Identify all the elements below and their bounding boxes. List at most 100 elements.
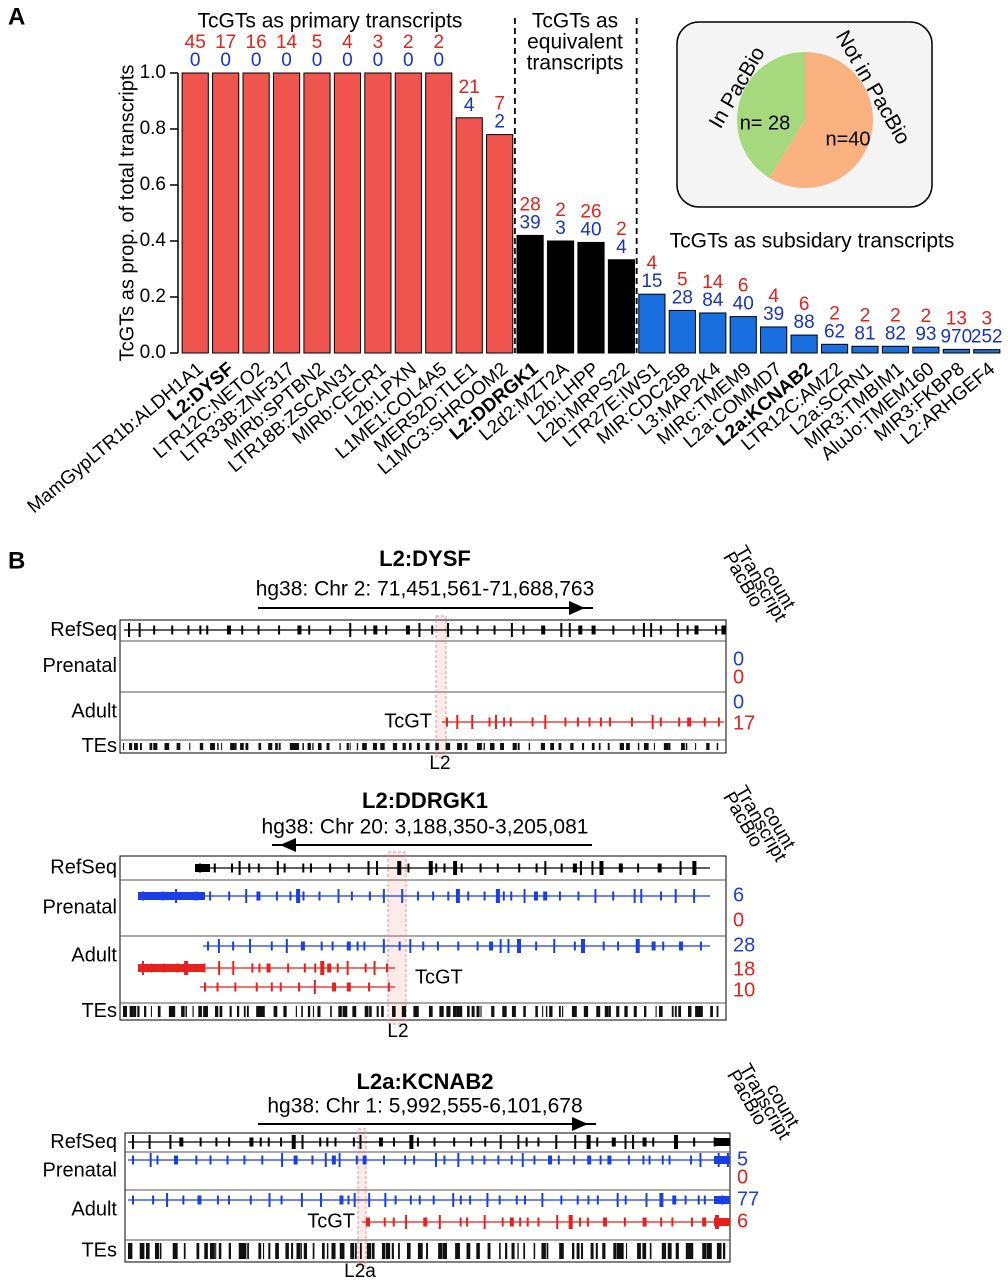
track-label: RefSeq [50, 1131, 117, 1153]
exon [525, 1137, 528, 1147]
te [218, 1243, 222, 1259]
exon [521, 1153, 524, 1167]
te [123, 1006, 128, 1017]
te [235, 743, 237, 750]
te [317, 743, 322, 750]
exon [633, 889, 636, 903]
exon [452, 1193, 455, 1207]
red-count: 2 [616, 219, 627, 240]
exon [699, 1153, 702, 1167]
te [268, 1243, 271, 1259]
te [312, 743, 314, 750]
exon [289, 891, 292, 901]
te [273, 1006, 278, 1017]
exon [692, 861, 697, 875]
te [221, 743, 223, 750]
exon [661, 1155, 664, 1165]
te [294, 743, 300, 750]
exon [541, 625, 546, 635]
te [523, 1006, 526, 1017]
exon [432, 1195, 435, 1205]
te [416, 1006, 419, 1017]
exon [543, 891, 548, 901]
exon [132, 1135, 134, 1149]
tcgt-label: TcGT [307, 1210, 355, 1232]
exon [703, 1195, 706, 1205]
te [591, 743, 595, 750]
exon [568, 623, 571, 637]
te [134, 743, 138, 750]
exon [359, 1135, 362, 1149]
te [149, 743, 153, 750]
exon [476, 625, 479, 635]
exon [579, 1217, 582, 1227]
exon [175, 889, 178, 903]
te [517, 743, 520, 750]
exon [256, 891, 261, 901]
te [215, 1006, 219, 1017]
exon [331, 1155, 336, 1165]
te [137, 1006, 140, 1017]
pacbio-count: 0 [733, 909, 744, 931]
exon [350, 891, 353, 901]
track-label: TEs [81, 1239, 117, 1261]
y-tick-label: 0.8 [140, 118, 166, 139]
exon [457, 1153, 460, 1167]
exon [404, 1155, 407, 1165]
exon [679, 861, 682, 875]
pacbio-count: 77 [737, 1188, 759, 1210]
red-count: 2 [890, 305, 901, 326]
y-tick-label: 0.6 [140, 174, 166, 195]
exon [586, 1135, 591, 1149]
red-count: 4 [342, 32, 353, 53]
exon [617, 941, 620, 951]
locus-coords: hg38: Chr 2: 71,451,561-71,688,763 [256, 578, 595, 601]
exon [671, 1217, 674, 1227]
exon [199, 625, 202, 635]
te [582, 743, 585, 750]
exon [499, 1135, 502, 1149]
exon [368, 891, 371, 901]
exon [320, 1193, 323, 1207]
te [671, 1006, 674, 1017]
exon [433, 1137, 436, 1147]
te [695, 743, 697, 750]
te [275, 743, 278, 750]
blue-count: 4 [616, 237, 627, 258]
exon [275, 891, 278, 901]
te [354, 1243, 357, 1259]
te [362, 743, 367, 750]
te [710, 1006, 713, 1017]
pacbio-count: 0 [733, 648, 744, 670]
te [637, 743, 640, 750]
te [716, 1006, 719, 1017]
te [128, 743, 133, 750]
exon [518, 863, 521, 873]
te [706, 1243, 712, 1259]
te [317, 1006, 321, 1017]
exon [373, 961, 376, 975]
exon [702, 1217, 707, 1227]
exon [206, 625, 209, 635]
red-count: 2 [433, 32, 444, 53]
te [688, 1006, 692, 1017]
exon [213, 863, 216, 873]
track-box [119, 855, 727, 1021]
pacbio-count: 0 [737, 1166, 748, 1188]
exon [422, 941, 425, 951]
blue-count: 81 [854, 323, 875, 344]
track-label: TEs [81, 1000, 117, 1022]
exon [148, 1135, 151, 1149]
exon [238, 861, 241, 875]
exon [531, 717, 534, 727]
exon [281, 1153, 284, 1167]
exon [640, 889, 643, 903]
exon [523, 889, 526, 903]
exon [182, 1195, 185, 1205]
locus-coords: hg38: Chr 1: 5,992,555-6,101,678 [267, 1095, 582, 1118]
exon [218, 961, 221, 975]
exon [519, 1217, 522, 1227]
exon [346, 961, 349, 975]
te [658, 1006, 663, 1017]
te [381, 1243, 386, 1259]
